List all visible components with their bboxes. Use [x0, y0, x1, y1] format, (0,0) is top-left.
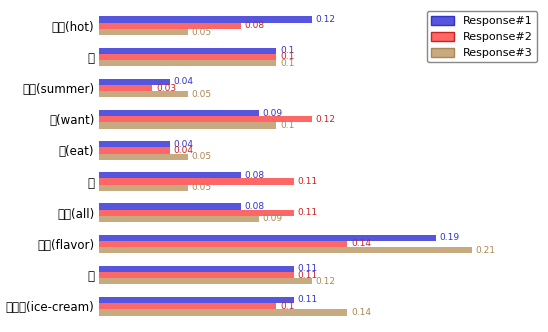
Bar [99, 23, 241, 29]
Text: 0.04: 0.04 [174, 140, 193, 149]
Text: 0.04: 0.04 [174, 77, 193, 86]
Text: 0.05: 0.05 [191, 152, 212, 161]
Legend: Response#1, Response#2, Response#3: Response#1, Response#2, Response#3 [427, 11, 537, 62]
Bar [99, 47, 277, 54]
Text: 0.08: 0.08 [244, 21, 265, 30]
Bar [99, 17, 312, 23]
Text: 0.05: 0.05 [191, 90, 212, 99]
Bar [99, 241, 347, 247]
Text: 0.14: 0.14 [351, 239, 371, 248]
Bar [99, 123, 277, 128]
Bar [99, 141, 170, 147]
Bar [99, 204, 241, 209]
Bar [99, 91, 188, 98]
Bar [99, 79, 170, 85]
Bar [99, 247, 471, 253]
Bar [99, 116, 312, 123]
Bar [99, 303, 277, 309]
Bar [99, 54, 277, 60]
Bar [99, 309, 347, 315]
Bar [99, 185, 188, 191]
Text: 0.03: 0.03 [156, 84, 176, 93]
Text: 0.04: 0.04 [174, 146, 193, 155]
Text: 0.05: 0.05 [191, 28, 212, 37]
Bar [99, 278, 312, 285]
Bar [99, 234, 436, 241]
Text: 0.1: 0.1 [280, 121, 294, 130]
Text: 0.1: 0.1 [280, 302, 294, 311]
Text: 0.1: 0.1 [280, 59, 294, 68]
Bar [99, 179, 294, 185]
Text: 0.09: 0.09 [262, 109, 282, 118]
Bar [99, 147, 170, 153]
Text: 0.12: 0.12 [316, 115, 335, 124]
Text: 0.12: 0.12 [316, 277, 335, 286]
Bar [99, 85, 152, 91]
Bar [99, 110, 259, 116]
Text: 0.12: 0.12 [316, 15, 335, 24]
Bar [99, 216, 259, 222]
Text: 0.11: 0.11 [298, 177, 318, 186]
Text: 0.14: 0.14 [351, 308, 371, 317]
Text: 0.11: 0.11 [298, 271, 318, 280]
Bar [99, 297, 294, 303]
Text: 0.11: 0.11 [298, 208, 318, 217]
Text: 0.11: 0.11 [298, 295, 318, 304]
Bar [99, 272, 294, 278]
Text: 0.11: 0.11 [298, 264, 318, 273]
Bar [99, 29, 188, 35]
Text: 0.08: 0.08 [244, 171, 265, 180]
Text: 0.19: 0.19 [439, 233, 460, 242]
Bar [99, 60, 277, 66]
Bar [99, 209, 294, 216]
Text: 0.1: 0.1 [280, 52, 294, 61]
Text: 0.09: 0.09 [262, 214, 282, 223]
Text: 0.21: 0.21 [475, 246, 495, 255]
Bar [99, 172, 241, 179]
Text: 0.05: 0.05 [191, 183, 212, 192]
Bar [99, 153, 188, 160]
Text: 0.08: 0.08 [244, 202, 265, 211]
Text: 0.1: 0.1 [280, 46, 294, 55]
Bar [99, 266, 294, 272]
